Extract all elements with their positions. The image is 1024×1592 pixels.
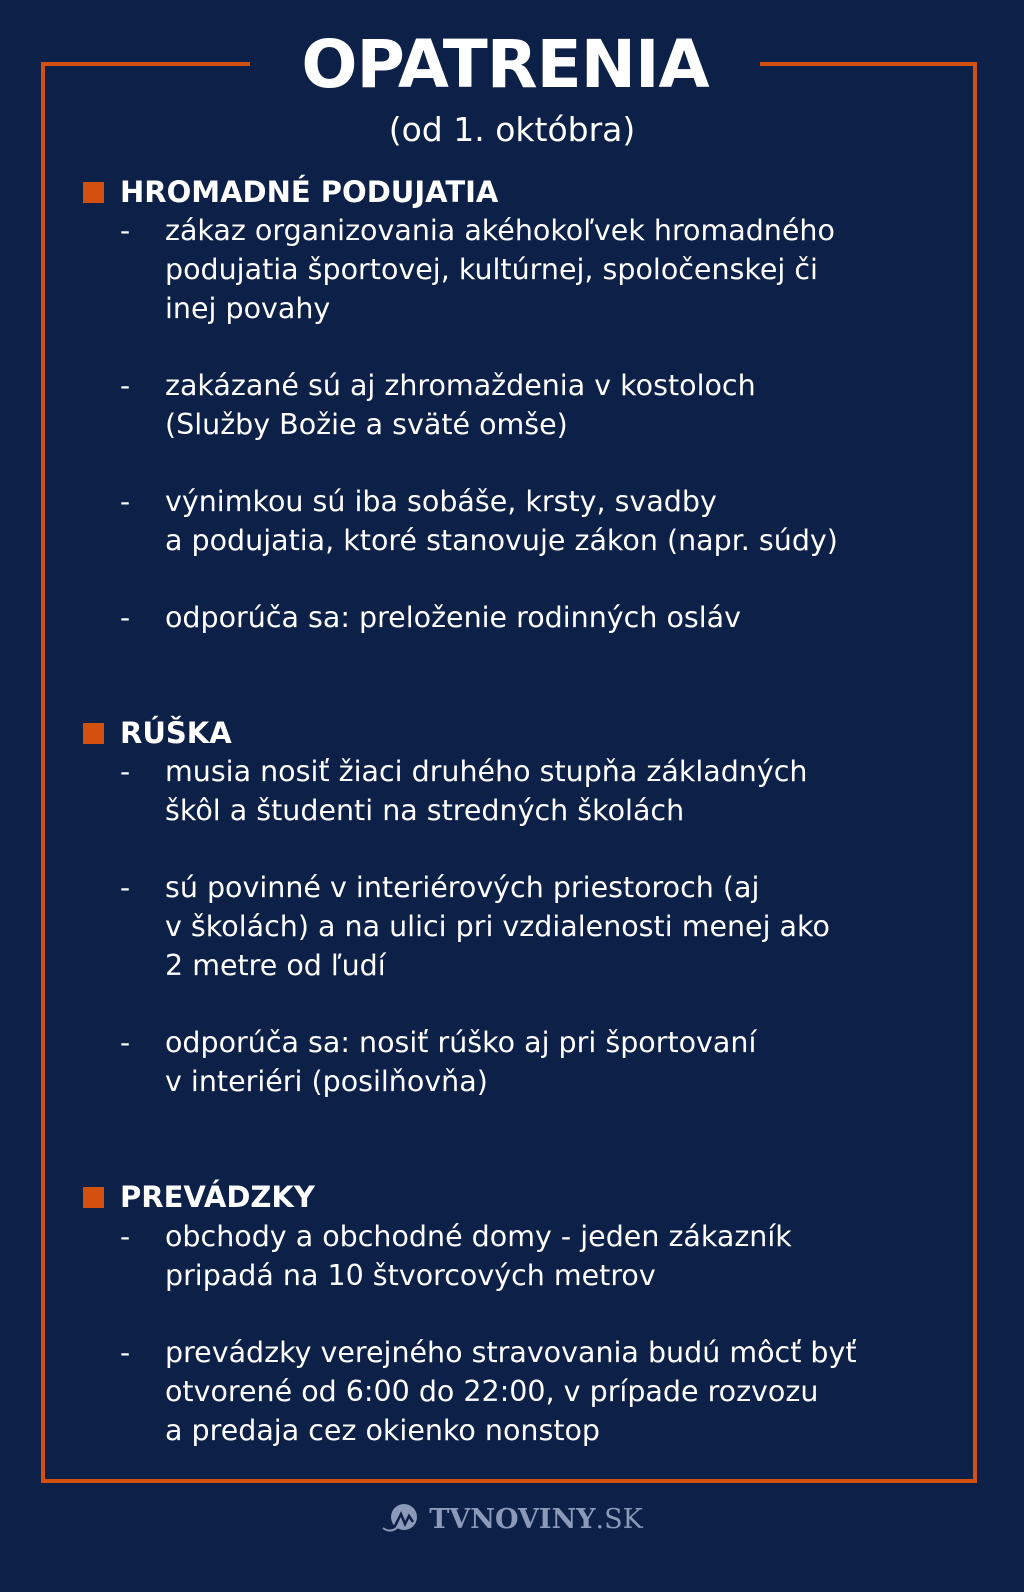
list-item-text: výnimkou sú iba sobáše, krsty, svadby a p… xyxy=(165,482,838,560)
square-bullet-icon xyxy=(83,1186,104,1208)
dash-bullet: - xyxy=(120,1336,131,1369)
text-line: zakázané sú aj zhromaždenia v kostoloch xyxy=(165,369,756,402)
dash-bullet: - xyxy=(120,871,131,904)
title-block: OPATRENIA xyxy=(250,20,760,110)
text-line: a podujatia, ktoré stanovuje zákon (napr… xyxy=(165,524,838,557)
text-line: 2 metre od ľudí xyxy=(165,949,386,982)
page-subtitle: (od 1. októbra) xyxy=(388,110,636,149)
dash-bullet: - xyxy=(120,485,131,518)
section-heading-text: HROMADNÉ PODUJATIA xyxy=(120,175,499,209)
list-item-text: musia nosiť žiaci druhého stupňa základn… xyxy=(165,752,807,830)
section-heading: RÚŠKA xyxy=(83,713,232,753)
text-line: v školách) a na ulici pri vzdialenosti m… xyxy=(165,910,830,943)
dash-bullet: - xyxy=(120,369,131,402)
list-item-text: sú povinné v interiérových priestoroch (… xyxy=(165,868,830,985)
dash-bullet: - xyxy=(120,755,131,788)
text-line: zákaz organizovania akéhokoľvek hromadné… xyxy=(165,214,835,247)
list-item-text: odporúča sa: nosiť rúško aj pri športova… xyxy=(165,1023,756,1101)
text-line: obchody a obchodné domy - jeden zákazník xyxy=(165,1220,792,1253)
list-item-text: prevádzky verejného stravovania budú môc… xyxy=(165,1333,857,1450)
text-line: (Služby Božie a sväté omše) xyxy=(165,408,568,441)
list-item-text: zákaz organizovania akéhokoľvek hromadné… xyxy=(165,211,835,328)
text-line: a predaja cez okienko nonstop xyxy=(165,1414,601,1447)
dash-bullet: - xyxy=(120,1220,131,1253)
text-line: výnimkou sú iba sobáše, krsty, svadby xyxy=(165,485,717,518)
list-item-text: zakázané sú aj zhromaždenia v kostoloch (… xyxy=(165,366,756,444)
square-bullet-icon xyxy=(83,722,104,744)
list-item-text: obchody a obchodné domy - jeden zákazník… xyxy=(165,1217,792,1295)
text-line: musia nosiť žiaci druhého stupňa základn… xyxy=(165,755,808,788)
text-line: odporúča sa: nosiť rúško aj pri športova… xyxy=(165,1026,757,1059)
list-item-text: odporúča sa: preloženie rodinných osláv xyxy=(165,598,741,637)
section-heading: PREVÁDZKY xyxy=(83,1177,315,1217)
text-line: sú povinné v interiérových priestoroch (… xyxy=(165,871,760,904)
dash-bullet: - xyxy=(120,1026,131,1059)
section-heading-text: PREVÁDZKY xyxy=(120,1180,315,1214)
tvnoviny-logo-icon xyxy=(382,1504,418,1532)
text-line: podujatia športovej, kultúrnej, spoločen… xyxy=(165,253,818,286)
section-heading: HROMADNÉ PODUJATIA xyxy=(83,172,498,212)
section-heading-text: RÚŠKA xyxy=(120,716,232,750)
text-line: v interiéri (posilňovňa) xyxy=(165,1065,488,1098)
text-line: inej povahy xyxy=(165,292,331,325)
text-line: odporúča sa: preloženie rodinných osláv xyxy=(165,601,741,634)
text-line: otvorené od 6:00 do 22:00, v prípade roz… xyxy=(165,1375,819,1408)
logo-tld: .SK xyxy=(595,1503,643,1535)
dash-bullet: - xyxy=(120,601,131,634)
logo-name: TVNOVINY xyxy=(429,1503,596,1535)
page-title: OPATRENIA xyxy=(301,26,709,103)
text-line: pripadá na 10 štvorcových metrov xyxy=(165,1259,656,1292)
text-line: škôl a študenti na stredných školách xyxy=(165,794,685,827)
dash-bullet: - xyxy=(120,214,131,247)
square-bullet-icon xyxy=(83,181,104,203)
text-line: prevádzky verejného stravovania budú môc… xyxy=(165,1336,857,1369)
logo: TVNOVINY .SK xyxy=(0,1502,1024,1536)
